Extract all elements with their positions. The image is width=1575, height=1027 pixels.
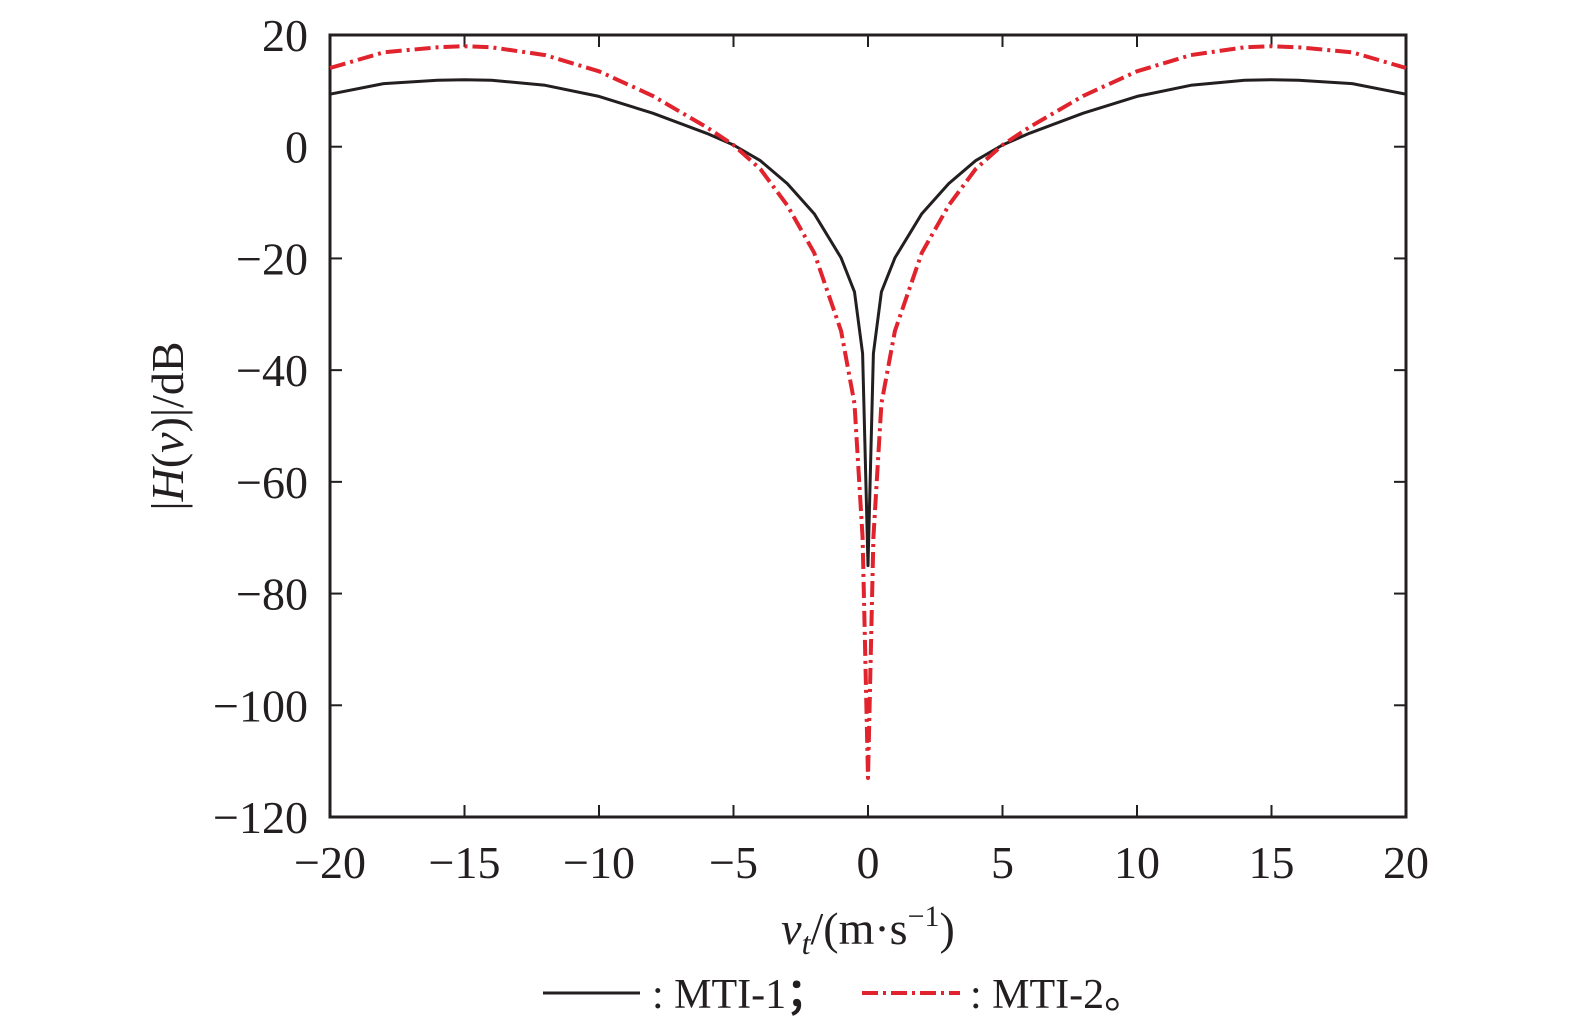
x-tick-label: 10 bbox=[1114, 837, 1160, 888]
x-tick-label: −15 bbox=[429, 837, 501, 888]
ticks: −20 −15 −10 −5 0 5 10 15 20 20 0 −20 −40 −60 −80 −100 −1… bbox=[213, 10, 1429, 888]
y-tick-label: −60 bbox=[236, 457, 308, 508]
x-tick-label: 15 bbox=[1249, 837, 1295, 888]
legend-label-mti-2: : MTI-2。 bbox=[970, 972, 1146, 1018]
x-tick-label: 5 bbox=[991, 837, 1014, 888]
x-axis-label: vt/(m·s−1) bbox=[781, 900, 955, 961]
x-tick-label: 0 bbox=[857, 837, 880, 888]
legend: : MTI-1； : MTI-2。 bbox=[543, 972, 1146, 1018]
series-line-mti-1 bbox=[329, 78, 1407, 568]
x-tick-label: 20 bbox=[1383, 837, 1429, 888]
y-tick-label: −20 bbox=[236, 233, 308, 284]
y-tick-label: −120 bbox=[213, 792, 308, 843]
y-tick-label: 20 bbox=[262, 10, 308, 61]
y-tick-label: −100 bbox=[213, 680, 308, 731]
y-axis-label: |H(v)|/dB bbox=[142, 341, 193, 510]
y-tick-label: −80 bbox=[236, 569, 308, 620]
x-tick-label: −5 bbox=[709, 837, 758, 888]
x-tick-label: −10 bbox=[563, 837, 635, 888]
y-tick-label: −40 bbox=[236, 345, 308, 396]
legend-label-mti-1: : MTI-1； bbox=[652, 972, 828, 1018]
y-tick-label: 0 bbox=[285, 122, 308, 173]
series-layer bbox=[329, 44, 1407, 780]
series-line-mti-2 bbox=[329, 44, 1407, 780]
x-tick-label: −20 bbox=[294, 837, 366, 888]
